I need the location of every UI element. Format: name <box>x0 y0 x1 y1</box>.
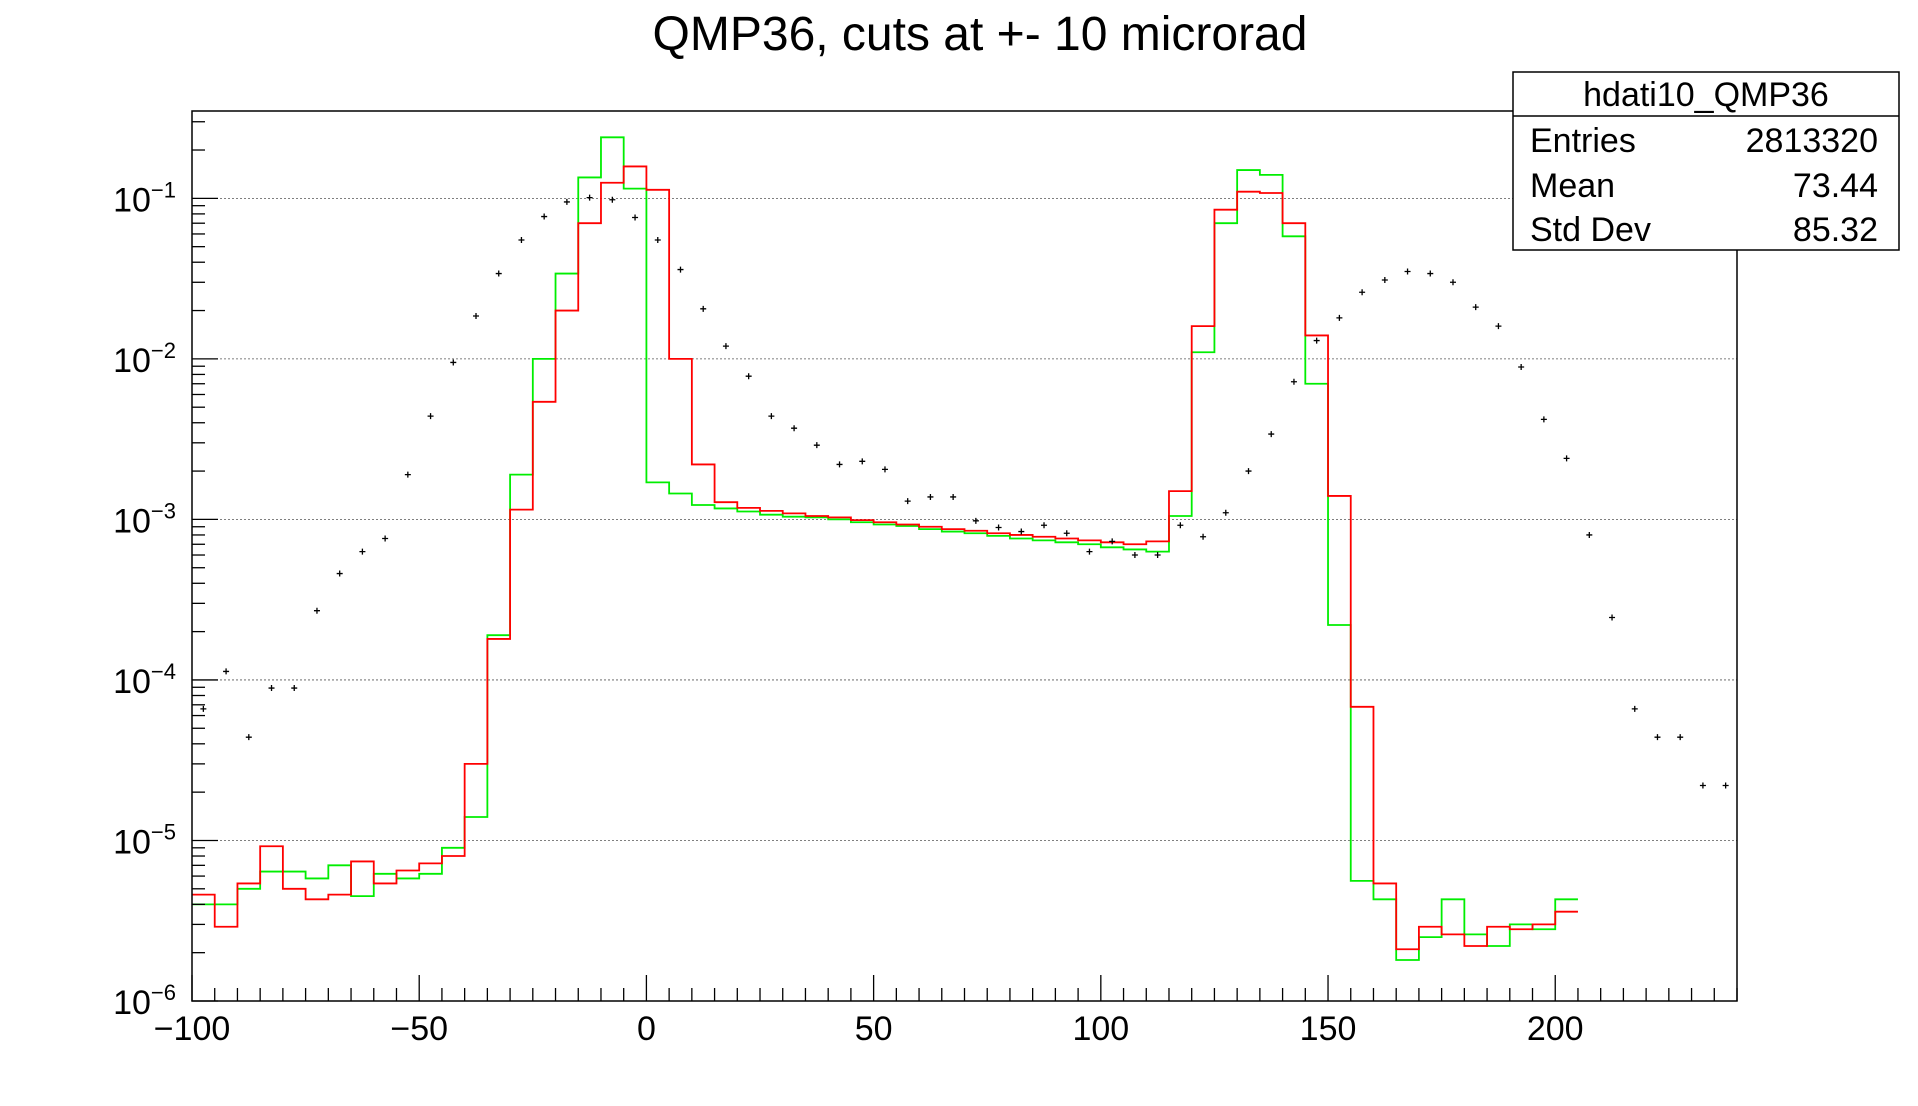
data-point <box>745 373 752 380</box>
data-point <box>1131 552 1138 559</box>
data-point <box>1222 509 1229 516</box>
x-tick-label: 200 <box>1527 1010 1584 1048</box>
y-tick-label: 10−2 <box>113 338 176 380</box>
data-point <box>1472 304 1479 311</box>
data-point <box>1427 270 1434 277</box>
stats-row-value: 2813320 <box>1746 122 1878 160</box>
y-tick-label: 10−1 <box>113 177 176 219</box>
x-tick-label: 0 <box>637 1010 656 1048</box>
data-point <box>972 517 979 524</box>
y-tick-label: 10−6 <box>113 980 176 1022</box>
data-point <box>1631 705 1638 712</box>
data-point <box>1200 533 1207 540</box>
data-point <box>1245 468 1252 475</box>
y-tick-label: 10−5 <box>113 819 176 861</box>
data-point <box>1381 276 1388 283</box>
data-point <box>722 343 729 350</box>
data-point <box>359 548 366 555</box>
data-point <box>1359 289 1366 296</box>
data-point <box>1563 455 1570 462</box>
data-point <box>586 194 593 201</box>
data-point <box>881 466 888 473</box>
stats-row-value: 73.44 <box>1793 167 1878 205</box>
y-axis-labels: 10−6 10−5 10−4 10−3 10−2 10−1 <box>113 177 176 1022</box>
stats-row-label: Std Dev <box>1530 211 1651 249</box>
data-point <box>768 413 775 420</box>
data-point <box>1063 530 1070 537</box>
data-point <box>654 237 661 244</box>
data-point <box>1586 531 1593 538</box>
data-point <box>268 685 275 692</box>
histogram-series-1 <box>192 165 1578 951</box>
data-point <box>473 312 480 319</box>
data-point <box>518 237 525 244</box>
data-point <box>1699 782 1706 789</box>
stats-row-label: Mean <box>1530 167 1615 205</box>
stats-histogram-name: hdati10_QMP36 <box>1583 76 1829 114</box>
stats-box: hdati10_QMP36 Entries 2813320 Mean 73.44… <box>1512 71 1900 251</box>
data-point <box>1177 522 1184 529</box>
data-point <box>291 685 298 692</box>
data-point <box>563 198 570 205</box>
data-point <box>1086 548 1093 555</box>
x-tick-label: −100 <box>154 1010 231 1048</box>
data-point <box>427 413 434 420</box>
data-point <box>836 461 843 468</box>
data-point <box>995 524 1002 531</box>
data-point <box>382 535 389 542</box>
data-point <box>450 359 457 366</box>
data-point <box>1041 522 1048 529</box>
y-tick-label: 10−4 <box>113 659 176 701</box>
data-point <box>223 668 230 675</box>
data-point <box>791 425 798 432</box>
x-tick-label: 100 <box>1072 1010 1129 1048</box>
data-point <box>1722 782 1729 789</box>
x-tick-label: −50 <box>390 1010 448 1048</box>
data-point <box>609 196 616 203</box>
data-point <box>1154 552 1161 559</box>
data-point <box>541 213 548 220</box>
data-point <box>1449 279 1456 286</box>
stats-row-label: Entries <box>1530 122 1636 160</box>
data-point <box>632 214 639 221</box>
stats-row-value: 85.32 <box>1793 211 1878 249</box>
data-point <box>950 493 957 500</box>
data-point <box>1609 614 1616 621</box>
data-point <box>927 493 934 500</box>
data-point <box>245 734 252 741</box>
data-point <box>677 266 684 273</box>
data-point <box>904 498 911 505</box>
data-point <box>1654 734 1661 741</box>
data-point <box>1540 416 1547 423</box>
x-tick-label: 50 <box>855 1010 893 1048</box>
data-point <box>1495 323 1502 330</box>
chart-title: QMP36, cuts at +- 10 microrad <box>653 8 1308 61</box>
data-point <box>813 442 820 449</box>
data-point <box>404 471 411 478</box>
plot-series <box>192 136 1729 961</box>
axis-ticks <box>191 121 1738 1002</box>
x-tick-label: 150 <box>1300 1010 1357 1048</box>
data-point <box>1677 734 1684 741</box>
data-point <box>1268 431 1275 438</box>
x-axis-labels: −100 −50 0 50 100 150 200 <box>154 1010 1584 1048</box>
data-point <box>336 570 343 577</box>
data-point <box>859 458 866 465</box>
data-point <box>1313 337 1320 344</box>
data-point <box>1404 268 1411 275</box>
data-point <box>1290 378 1297 385</box>
data-point <box>200 705 207 712</box>
data-point <box>700 305 707 312</box>
data-point <box>313 607 320 614</box>
data-point <box>1336 314 1343 321</box>
data-point <box>495 270 502 277</box>
data-point <box>1518 363 1525 370</box>
data-point <box>1018 528 1025 535</box>
data-point <box>1109 538 1116 545</box>
y-tick-label: 10−3 <box>113 498 176 540</box>
